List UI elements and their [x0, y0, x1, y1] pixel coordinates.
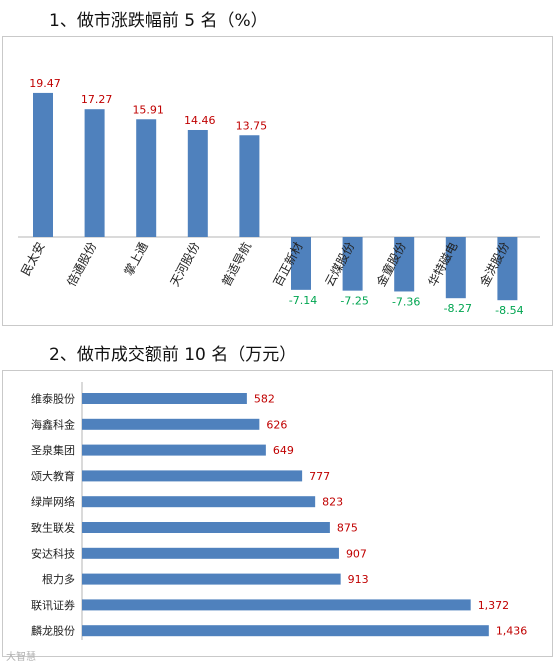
bar	[82, 496, 316, 508]
category-label: 海鑫科金	[31, 417, 75, 431]
data-label: 626	[266, 418, 287, 431]
data-label: 649	[273, 444, 294, 457]
bar	[82, 625, 489, 637]
bar	[82, 522, 330, 533]
watermark-text: 大智慧	[6, 652, 36, 663]
category-label: 颂大教育	[31, 469, 75, 483]
data-label: 1,372	[478, 599, 510, 612]
category-label: 根力多	[42, 572, 75, 586]
data-label: 1,436	[496, 625, 528, 638]
category-label: 麟龙股份	[31, 624, 75, 638]
bar	[82, 599, 471, 611]
bar	[82, 444, 266, 456]
data-label: -8.27	[444, 302, 472, 315]
change-bar-chart: 19.47民太安17.27倍通股份15.91掌上通14.46天河股份13.75普…	[17, 77, 540, 317]
bar	[82, 573, 341, 585]
bar	[187, 129, 208, 237]
category-label: 联讯证券	[31, 598, 75, 612]
bar	[82, 418, 260, 430]
data-label: -7.25	[340, 295, 368, 308]
data-label: -7.36	[392, 295, 420, 308]
category-label: 致生联发	[31, 521, 75, 535]
data-label: 582	[254, 393, 275, 406]
bar	[82, 547, 339, 559]
category-label: 安达科技	[31, 546, 75, 560]
data-label: 777	[309, 470, 330, 483]
bar	[239, 135, 260, 237]
bar	[394, 237, 415, 292]
category-label: 绿岸网络	[31, 495, 75, 509]
data-label: 13.75	[236, 119, 268, 132]
data-label: 875	[337, 522, 358, 535]
chart2-title: 2、做市成交额前 10 名（万元）	[49, 345, 297, 365]
data-label: 823	[322, 496, 343, 509]
data-label: -8.54	[495, 304, 523, 317]
data-label: 907	[346, 547, 367, 560]
bar	[445, 237, 466, 299]
data-label: 15.91	[132, 103, 164, 116]
bar	[84, 109, 105, 237]
data-label: 19.47	[29, 77, 61, 90]
data-label: 17.27	[81, 93, 113, 106]
category-label: 维泰股份	[31, 392, 75, 406]
bar	[82, 393, 247, 404]
bar	[497, 237, 518, 301]
bar	[291, 237, 311, 290]
data-label: 913	[348, 573, 369, 586]
data-label: -7.14	[289, 294, 317, 307]
data-label: 14.46	[184, 114, 216, 127]
chart1-title: 1、做市涨跌幅前 5 名（%）	[49, 11, 268, 31]
bar	[136, 119, 157, 237]
category-label: 圣泉集团	[31, 443, 75, 457]
bar	[342, 237, 363, 291]
bar	[33, 92, 53, 237]
bar	[82, 470, 303, 482]
